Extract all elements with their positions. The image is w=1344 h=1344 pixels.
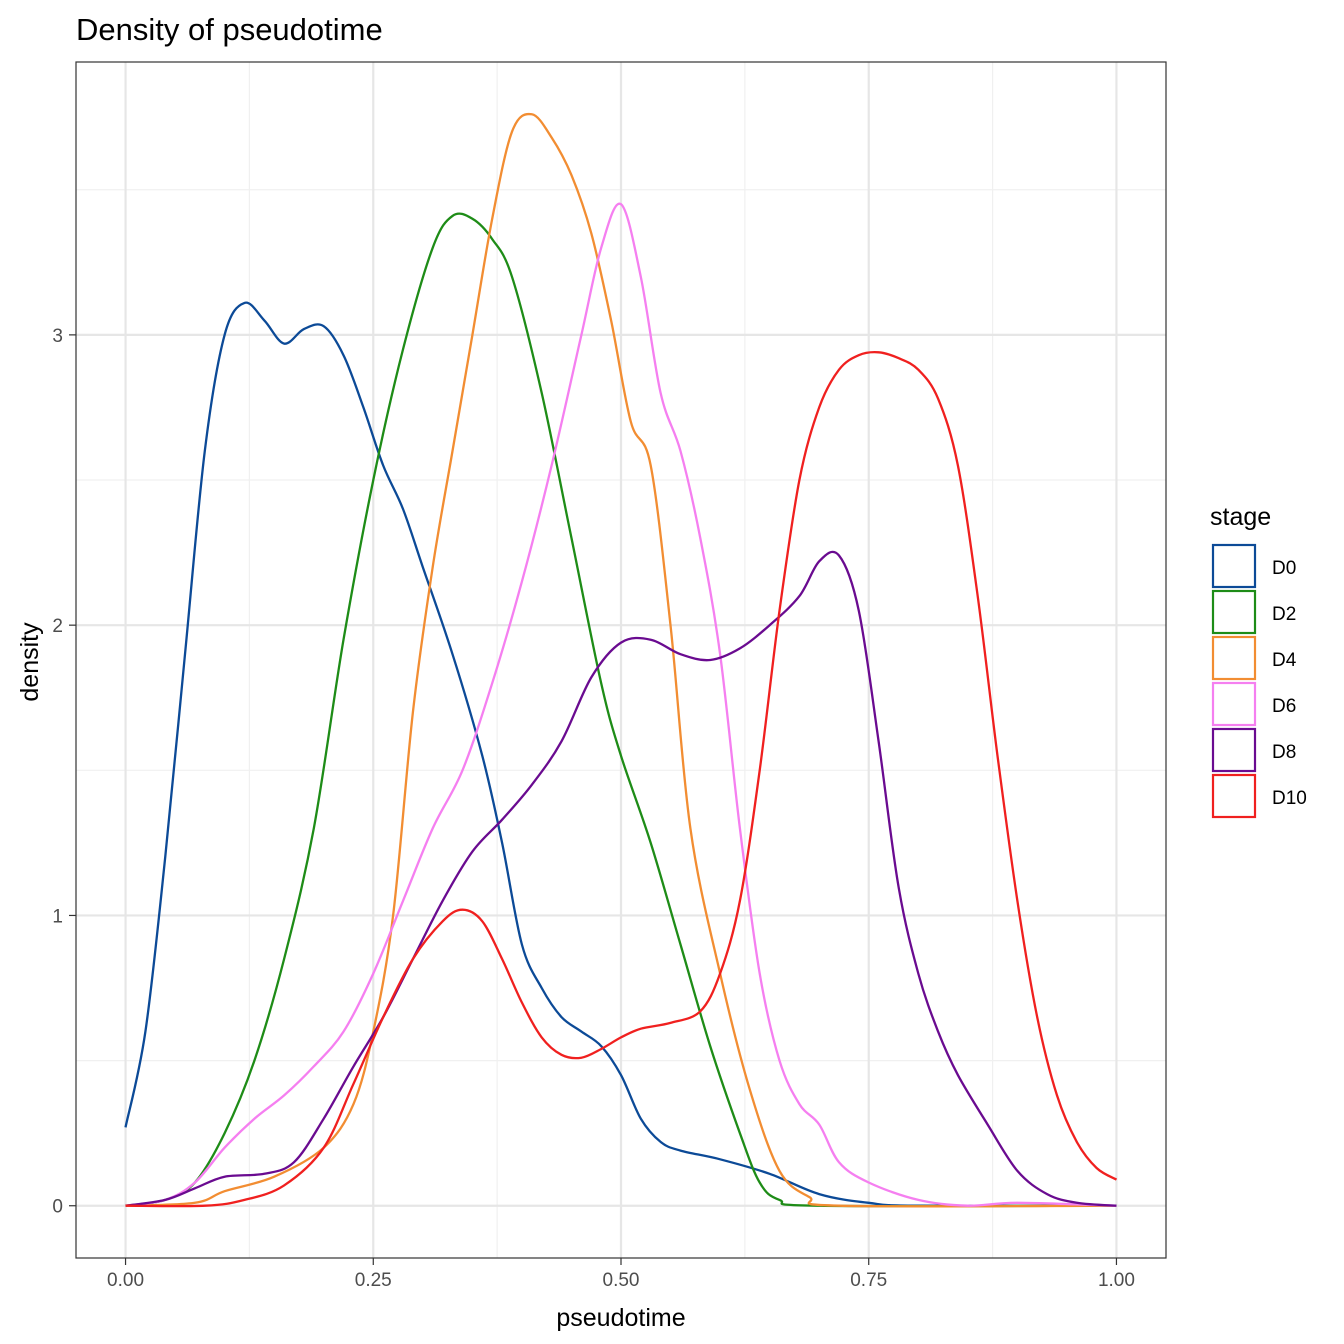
legend-label-d6: D6	[1272, 696, 1296, 717]
series-line-d0	[124, 301, 1117, 1208]
plot-lines	[124, 112, 1118, 1208]
series-line-d6	[125, 202, 1117, 1207]
legend-key-d2	[1211, 589, 1257, 635]
x-axis-title: pseudotime	[556, 1304, 685, 1332]
legend-key-d4	[1211, 635, 1257, 681]
x-axis: 0.00 0.25 0.50 0.75 1.00	[107, 1258, 1135, 1291]
series-line-d8	[125, 550, 1117, 1207]
y-tick-label: 3	[52, 326, 63, 347]
legend-key-d0	[1211, 543, 1257, 589]
legend-label-d4: D4	[1272, 650, 1297, 671]
y-tick-label: 2	[52, 616, 63, 637]
legend-label-d0: D0	[1272, 558, 1296, 579]
x-tick-label: 0.50	[603, 1270, 640, 1291]
series-line-d10	[125, 350, 1118, 1208]
legend-key-d10	[1211, 773, 1257, 819]
series-line-d2	[125, 212, 1117, 1208]
x-tick-label: 0.75	[850, 1270, 887, 1291]
x-tick-label: 1.00	[1098, 1270, 1135, 1291]
y-tick-label: 1	[52, 906, 63, 927]
y-axis: 0 1 2 3	[52, 326, 76, 1218]
legend-key-d6	[1211, 681, 1257, 727]
legend-label-d8: D8	[1272, 742, 1296, 763]
legend-title: stage	[1210, 503, 1271, 531]
chart-title: Density of pseudotime	[76, 12, 383, 47]
legend-key-d8	[1211, 727, 1257, 773]
x-tick-label: 0.25	[355, 1270, 392, 1291]
series-line-d4	[125, 112, 1117, 1208]
y-tick-label: 0	[52, 1197, 63, 1218]
x-tick-label: 0.00	[107, 1270, 144, 1291]
legend-label-d10: D10	[1272, 788, 1307, 809]
y-axis-title: density	[16, 622, 44, 702]
legend: stage D0 D2 D4 D6 D8 D10	[1210, 503, 1307, 819]
legend-label-d2: D2	[1272, 604, 1296, 625]
